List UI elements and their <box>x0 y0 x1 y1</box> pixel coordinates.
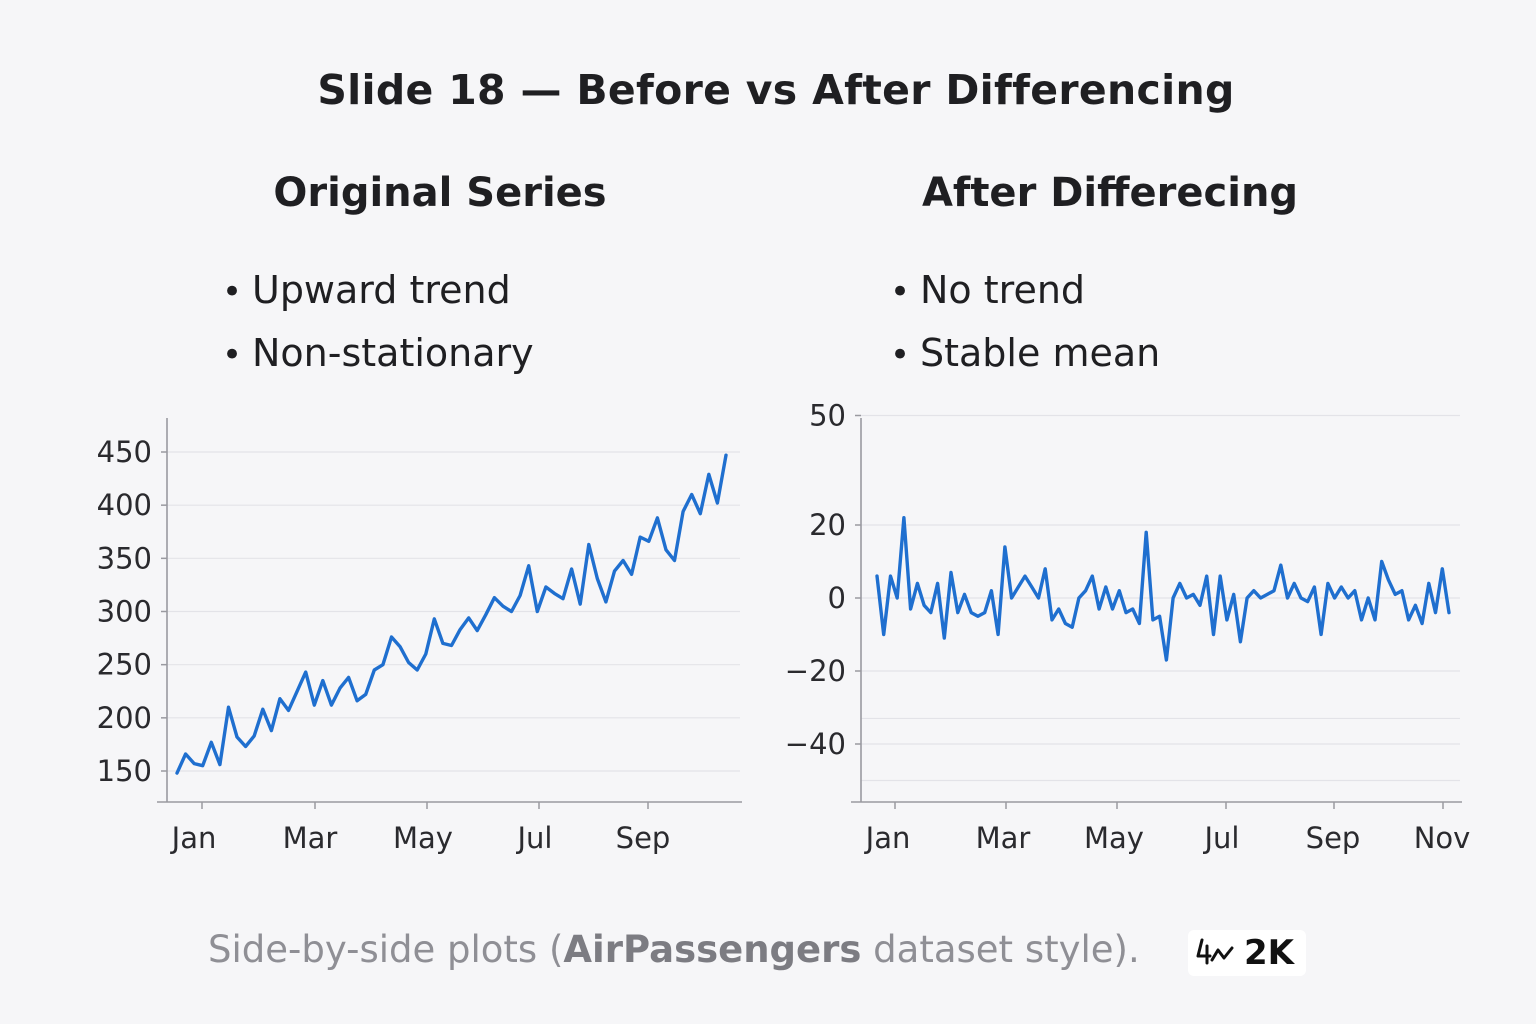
x-tick-label: May <box>393 821 453 855</box>
badge-label: 2K <box>1244 933 1295 973</box>
x-tick-label: Jul <box>1203 821 1240 855</box>
caption-post: dataset style). <box>861 928 1140 971</box>
x-tick-label: Jan <box>170 821 217 855</box>
y-tick-label: 0 <box>828 581 846 615</box>
y-tick-label: 50 <box>809 399 846 433</box>
bullet-text: No trend <box>920 268 1086 312</box>
right-bullet-list: • No trend • Stable mean <box>890 262 1160 388</box>
y-tick-label: 300 <box>97 595 152 629</box>
slide-title: Slide 18 — Before vs After Differencing <box>317 66 1235 114</box>
series-line <box>875 516 1451 662</box>
x-tick-label: May <box>1084 821 1144 855</box>
y-tick-label: 400 <box>97 488 152 522</box>
x-tick-label: Jan <box>864 821 911 855</box>
y-tick-label: −20 <box>785 654 846 688</box>
bullet-dot-icon: • <box>222 335 243 375</box>
bullet-item: • No trend <box>890 262 1160 325</box>
y-tick-label: 200 <box>97 701 152 735</box>
caption-dataset-name: AirPassengers <box>563 928 862 971</box>
bullet-text: Upward trend <box>252 268 511 312</box>
y-tick-label: 350 <box>97 541 152 575</box>
bullet-dot-icon: • <box>222 272 243 312</box>
bullet-text: Stable mean <box>920 331 1161 375</box>
bullet-dot-icon: • <box>890 335 911 375</box>
slide-caption: Side-by-side plots (AirPassengers datase… <box>208 928 1140 971</box>
x-tick-label: Jul <box>516 821 553 855</box>
bullet-dot-icon: • <box>890 272 911 312</box>
bullet-item: • Upward trend <box>222 262 534 325</box>
left-bullet-list: • Upward trend • Non-stationary <box>222 262 534 388</box>
series-line <box>175 453 728 775</box>
left-panel-title: Original Series <box>273 170 607 216</box>
x-tick-label: Mar <box>283 821 338 855</box>
bullet-text: Non-stationary <box>252 331 534 375</box>
y-tick-label: 150 <box>97 754 152 788</box>
y-tick-label: 20 <box>809 508 846 542</box>
trend-line-icon <box>1196 938 1234 965</box>
caption-pre: Side-by-side plots ( <box>208 928 564 971</box>
y-tick-label: 250 <box>97 648 152 682</box>
x-tick-label: Mar <box>976 821 1031 855</box>
bullet-item: • Non-stationary <box>222 325 534 388</box>
y-tick-label: −40 <box>785 727 846 761</box>
resolution-badge: 2K <box>1188 930 1306 976</box>
x-tick-label: Sep <box>616 821 671 855</box>
y-tick-label: 450 <box>97 435 152 469</box>
x-tick-label: Sep <box>1306 821 1361 855</box>
x-tick-label: Nov <box>1414 821 1471 855</box>
right-panel-title: After Differecing <box>921 170 1299 216</box>
bullet-item: • Stable mean <box>890 325 1160 388</box>
